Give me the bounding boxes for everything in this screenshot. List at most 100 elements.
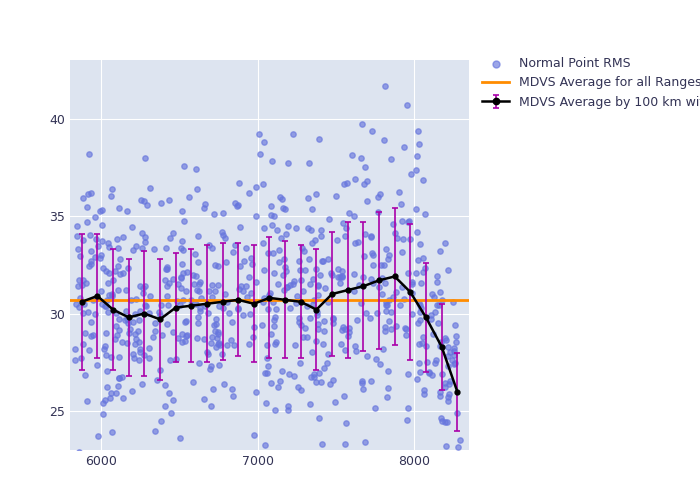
Normal Point RMS bbox=[101, 367, 112, 375]
Normal Point RMS bbox=[441, 418, 452, 426]
Normal Point RMS bbox=[241, 293, 253, 301]
Normal Point RMS bbox=[144, 184, 155, 192]
Normal Point RMS bbox=[72, 282, 83, 290]
Normal Point RMS bbox=[202, 350, 214, 358]
Normal Point RMS bbox=[367, 260, 378, 268]
Normal Point RMS bbox=[297, 244, 308, 252]
Normal Point RMS bbox=[78, 236, 89, 244]
Normal Point RMS bbox=[400, 324, 412, 332]
Normal Point RMS bbox=[428, 292, 439, 300]
Normal Point RMS bbox=[447, 356, 458, 364]
Normal Point RMS bbox=[106, 185, 118, 193]
Normal Point RMS bbox=[391, 322, 402, 330]
Normal Point RMS bbox=[416, 304, 427, 312]
Normal Point RMS bbox=[233, 285, 244, 293]
Normal Point RMS bbox=[165, 410, 176, 418]
Normal Point RMS bbox=[164, 356, 176, 364]
Normal Point RMS bbox=[293, 314, 304, 322]
Normal Point RMS bbox=[304, 280, 315, 288]
Normal Point RMS bbox=[327, 320, 338, 328]
Normal Point RMS bbox=[266, 157, 277, 165]
Normal Point RMS bbox=[359, 438, 370, 446]
Normal Point RMS bbox=[106, 428, 118, 436]
Normal Point RMS bbox=[297, 288, 308, 296]
Normal Point RMS bbox=[216, 228, 228, 236]
Normal Point RMS bbox=[387, 220, 398, 228]
Normal Point RMS bbox=[246, 254, 257, 262]
Normal Point RMS bbox=[314, 271, 325, 279]
Normal Point RMS bbox=[248, 431, 260, 439]
Normal Point RMS bbox=[337, 273, 348, 281]
Normal Point RMS bbox=[431, 278, 442, 286]
Normal Point RMS bbox=[431, 302, 442, 310]
Normal Point RMS bbox=[159, 276, 170, 284]
Normal Point RMS bbox=[136, 380, 147, 388]
Normal Point RMS bbox=[376, 290, 387, 298]
Normal Point RMS bbox=[203, 240, 214, 248]
Normal Point RMS bbox=[270, 313, 281, 321]
Normal Point RMS bbox=[161, 263, 172, 271]
Normal Point RMS bbox=[442, 362, 454, 370]
Normal Point RMS bbox=[237, 286, 248, 294]
Normal Point RMS bbox=[279, 286, 290, 294]
Normal Point RMS bbox=[395, 200, 407, 208]
Normal Point RMS bbox=[202, 308, 214, 316]
Normal Point RMS bbox=[134, 282, 146, 290]
Normal Point RMS bbox=[167, 396, 178, 404]
Normal Point RMS bbox=[244, 188, 255, 196]
Normal Point RMS bbox=[365, 314, 376, 322]
Normal Point RMS bbox=[106, 292, 118, 300]
Normal Point RMS bbox=[302, 224, 314, 232]
Normal Point RMS bbox=[69, 344, 80, 352]
Normal Point RMS bbox=[292, 383, 303, 391]
Normal Point RMS bbox=[312, 312, 323, 320]
Normal Point RMS bbox=[161, 282, 172, 290]
Normal Point RMS bbox=[370, 354, 382, 362]
Normal Point RMS bbox=[406, 310, 417, 318]
Normal Point RMS bbox=[205, 338, 216, 346]
Normal Point RMS bbox=[225, 336, 237, 344]
Normal Point RMS bbox=[213, 281, 224, 289]
Normal Point RMS bbox=[308, 370, 319, 378]
Normal Point RMS bbox=[198, 204, 209, 212]
Normal Point RMS bbox=[348, 212, 359, 220]
Normal Point RMS bbox=[114, 374, 125, 382]
Normal Point RMS bbox=[122, 264, 133, 272]
Normal Point RMS bbox=[299, 247, 310, 255]
Normal Point RMS bbox=[440, 418, 451, 426]
Normal Point RMS bbox=[163, 279, 174, 287]
Normal Point RMS bbox=[348, 288, 359, 296]
Normal Point RMS bbox=[442, 397, 454, 405]
Normal Point RMS bbox=[368, 278, 379, 286]
Normal Point RMS bbox=[112, 244, 123, 252]
Normal Point RMS bbox=[139, 351, 150, 359]
Normal Point RMS bbox=[302, 302, 313, 310]
Normal Point RMS bbox=[412, 256, 423, 264]
Normal Point RMS bbox=[208, 385, 219, 393]
Normal Point RMS bbox=[78, 194, 89, 202]
Normal Point RMS bbox=[186, 300, 197, 308]
Normal Point RMS bbox=[378, 136, 389, 144]
Normal Point RMS bbox=[282, 222, 293, 230]
Normal Point RMS bbox=[208, 321, 219, 329]
Normal Point RMS bbox=[274, 246, 285, 254]
Normal Point RMS bbox=[105, 389, 116, 397]
Normal Point RMS bbox=[218, 231, 229, 239]
Normal Point RMS bbox=[142, 200, 153, 208]
Normal Point RMS bbox=[78, 309, 89, 317]
Normal Point RMS bbox=[291, 292, 302, 300]
Normal Point RMS bbox=[154, 366, 165, 374]
Normal Point RMS bbox=[435, 414, 446, 422]
Normal Point RMS bbox=[154, 311, 165, 319]
Normal Point RMS bbox=[319, 284, 330, 292]
Normal Point RMS bbox=[402, 218, 413, 226]
Normal Point RMS bbox=[170, 355, 181, 363]
Normal Point RMS bbox=[287, 130, 298, 138]
Normal Point RMS bbox=[435, 247, 446, 255]
Normal Point RMS bbox=[368, 251, 379, 259]
Normal Point RMS bbox=[358, 384, 369, 392]
Normal Point RMS bbox=[452, 410, 463, 418]
Normal Point RMS bbox=[427, 456, 438, 464]
Normal Point RMS bbox=[78, 300, 90, 308]
Normal Point RMS bbox=[199, 200, 211, 207]
